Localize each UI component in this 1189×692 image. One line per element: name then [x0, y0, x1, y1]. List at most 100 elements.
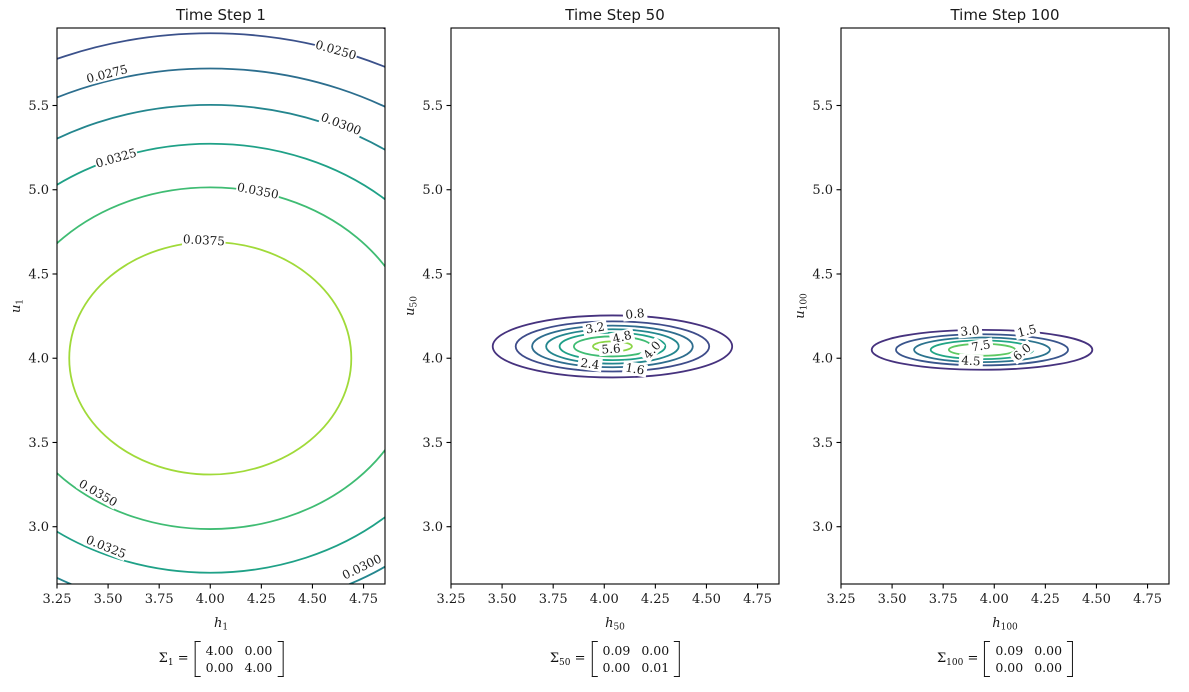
y-tick-label: 4.5 — [812, 267, 833, 282]
y-tick-label: 4.5 — [422, 267, 443, 282]
contour-label: 3.2 — [582, 320, 609, 337]
y-tick-label: 5.5 — [422, 99, 443, 114]
contour-line — [57, 32, 385, 68]
x-tick-label: 3.50 — [878, 592, 907, 607]
contour-label-text: 0.0325 — [84, 533, 128, 562]
contour-line — [531, 324, 694, 369]
contour-label-text: 0.0275 — [85, 62, 129, 86]
contour-label: 5.6 — [598, 341, 624, 357]
y-tick-label: 5.5 — [812, 99, 833, 114]
y-tick-label: 3.5 — [422, 436, 443, 451]
x-tick-label: 4.75 — [1133, 592, 1162, 607]
chart-title: Time Step 50 — [564, 6, 665, 24]
x-tick-label: 4.50 — [692, 592, 721, 607]
y-tick-label: 5.0 — [812, 183, 833, 198]
contour-line — [491, 314, 734, 379]
contour-label: 3.0 — [957, 323, 983, 339]
axes-frame — [450, 27, 780, 585]
contour-label-text: 0.0350 — [236, 180, 280, 202]
x-tick-label: 3.50 — [94, 592, 123, 607]
y-axis-label: u50 — [403, 296, 420, 316]
contour-label-text: 0.0250 — [314, 38, 358, 63]
y-tick-label: 5.0 — [28, 183, 49, 198]
x-tick-label: 3.25 — [43, 592, 72, 607]
contour-label-text: 0.0300 — [319, 110, 363, 138]
y-tick-label: 3.0 — [812, 520, 833, 535]
x-tick-label: 4.25 — [641, 592, 670, 607]
y-tick-label: 3.5 — [812, 436, 833, 451]
x-tick-label: 4.50 — [298, 592, 327, 607]
contour-label-text: 5.6 — [601, 341, 621, 356]
contour-lines: 3.0 1.57.5 6.04.5 — [870, 321, 1094, 371]
contour-label-text: 3.2 — [584, 320, 605, 337]
contour-label-text: 4.8 — [611, 328, 633, 346]
contour-label: 0.0375 — [181, 232, 226, 248]
y-tick-label: 4.5 — [28, 267, 49, 282]
contour-label: 0.0350 — [235, 180, 281, 202]
contour-line — [57, 142, 385, 574]
y-tick-label: 4.0 — [812, 352, 833, 367]
contour-label: 0.0275 — [84, 62, 130, 86]
axes-frame — [56, 27, 386, 585]
contour-label: 0.0250 — [313, 38, 359, 63]
chart-title: Time Step 1 — [175, 6, 266, 24]
x-tick-label: 4.00 — [590, 592, 619, 607]
x-axis-label: h50 — [605, 616, 625, 633]
contour-line — [57, 186, 385, 530]
contour-label-text: 4.5 — [961, 353, 981, 368]
axes-frame — [840, 27, 1170, 585]
contour-label: 0.0325 — [83, 533, 129, 562]
contour-label-text: 7.5 — [970, 337, 991, 354]
x-axis-label: h100 — [992, 616, 1018, 633]
contour-label-text: 3.0 — [960, 323, 980, 339]
contour-label: 4.8 — [608, 327, 636, 347]
x-tick-label: 4.00 — [196, 592, 225, 607]
x-tick-label: 4.25 — [1031, 592, 1060, 607]
contour-label: 7.5 — [967, 337, 995, 354]
contour-label: 0.0325 — [93, 146, 139, 171]
contour-label-text: 1.5 — [1016, 322, 1038, 340]
x-tick-label: 4.25 — [247, 592, 276, 607]
contour-line — [545, 328, 680, 365]
contour-line — [870, 328, 1094, 371]
contour-label: 4.5 — [958, 353, 984, 369]
contour-label: 1.5 — [1013, 321, 1041, 341]
y-tick-label: 3.0 — [28, 520, 49, 535]
contour-lines: 0.0250 0.0275 0.0300 0.0325 0.0350 0.0375 0.03… — [57, 28, 385, 584]
x-tick-label: 4.75 — [743, 592, 772, 607]
contour-line — [57, 67, 385, 108]
x-tick-label: 3.25 — [437, 592, 466, 607]
y-axis-label: u100 — [793, 293, 810, 319]
contour-label: 2.4 — [577, 356, 603, 373]
contour-line — [57, 104, 385, 584]
contour-label: 1.6 — [621, 360, 648, 378]
contour-label-text: 0.0375 — [183, 232, 226, 248]
x-tick-label: 4.50 — [1082, 592, 1111, 607]
x-tick-label: 3.25 — [827, 592, 856, 607]
x-tick-label: 3.50 — [488, 592, 517, 607]
x-tick-label: 3.75 — [539, 592, 568, 607]
y-tick-label: 5.5 — [28, 99, 49, 114]
contour-label-text: 2.4 — [580, 356, 601, 373]
x-tick-label: 3.75 — [929, 592, 958, 607]
x-axis-label: h1 — [214, 616, 228, 633]
x-tick-label: 4.00 — [980, 592, 1009, 607]
y-tick-label: 4.0 — [28, 352, 49, 367]
contour-line — [68, 241, 353, 476]
y-axis-label: u1 — [9, 299, 26, 313]
y-tick-label: 3.5 — [28, 436, 49, 451]
contour-label-text: 1.6 — [624, 360, 645, 377]
contour-label: 0.8 — [622, 306, 648, 322]
contour-label-text: 0.8 — [625, 306, 645, 322]
contour-label: 0.0300 — [318, 110, 364, 138]
contour-label-text: 0.0325 — [94, 146, 138, 171]
y-tick-label: 4.0 — [422, 352, 443, 367]
contour-lines: 0.83.2 4.85.6 4.02.4 1.6 — [491, 306, 734, 379]
contour-line — [514, 320, 711, 373]
x-tick-label: 3.75 — [145, 592, 174, 607]
contour-line — [380, 28, 385, 30]
y-tick-label: 5.0 — [422, 183, 443, 198]
x-tick-label: 4.75 — [349, 592, 378, 607]
